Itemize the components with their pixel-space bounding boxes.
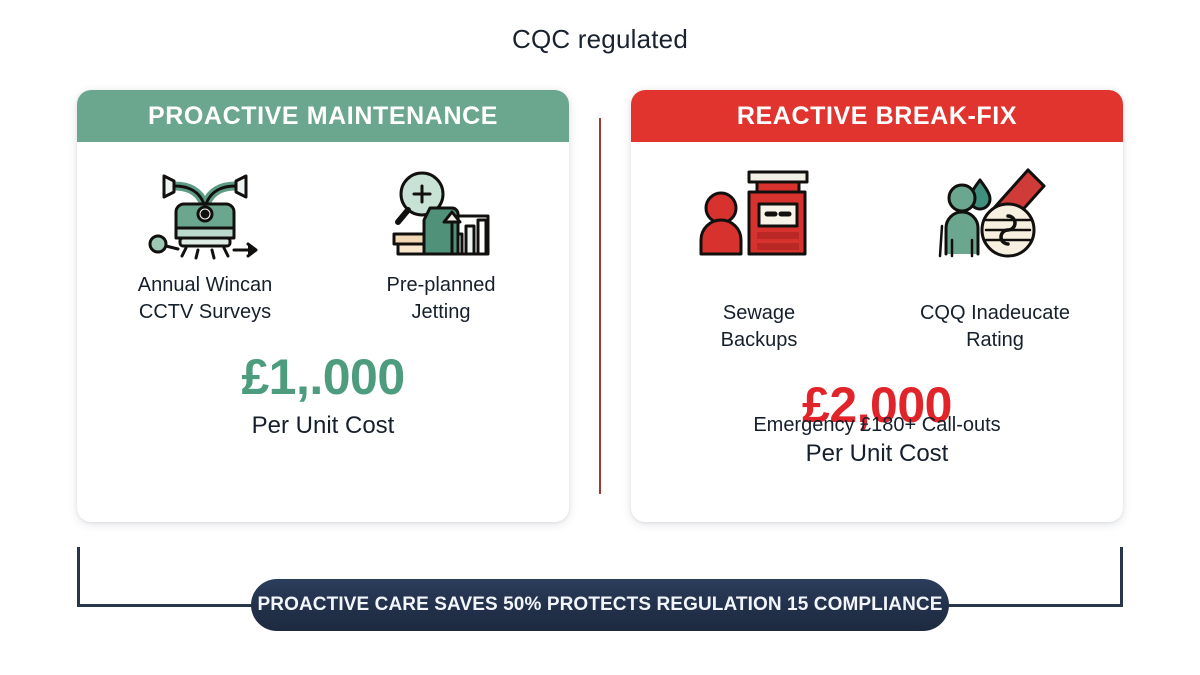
cctv-crawler-icon bbox=[140, 162, 270, 260]
price-proactive: £1,.000 bbox=[241, 349, 405, 405]
card-header-reactive: REACTIVE BREAK-FIX bbox=[631, 90, 1123, 142]
feature-label-pre-planned-jetting: Pre-planned Jetting bbox=[386, 274, 496, 323]
feature-list-reactive: Sewage Backups bbox=[631, 162, 1123, 436]
price-reactive: £2,000 bbox=[802, 377, 952, 433]
proactive-maintenance-card: PROACTIVE MAINTENANCE bbox=[77, 90, 569, 522]
person-machine-icon bbox=[699, 162, 819, 260]
reactive-break-fix-card: REACTIVE BREAK-FIX bbox=[631, 90, 1123, 522]
feature-pre-planned-jetting: Pre-planned Jetting bbox=[346, 162, 536, 326]
card-header-proactive: PROACTIVE MAINTENANCE bbox=[77, 90, 569, 142]
feature-label-cqq-rating: CQQ Inadeucate Rating bbox=[919, 302, 1071, 351]
feature-cqq-rating: CQQ Inadeucate Rating bbox=[900, 162, 1090, 354]
page-title: CQC regulated bbox=[511, 24, 689, 54]
inspector-rating-icon bbox=[936, 162, 1054, 260]
summary-banner: PROACTIVE CARE SAVES 50% PROTECTS REGULA… bbox=[251, 579, 949, 631]
price-sub-proactive: Per Unit Cost bbox=[251, 412, 395, 439]
feature-label-sewage-backups: Sewage Backups bbox=[720, 302, 798, 351]
feature-label-cctv-surveys: Annual Wincan CCTV Surveys bbox=[137, 274, 273, 323]
feature-cctv-surveys: Annual Wincan CCTV Surveys bbox=[110, 162, 300, 326]
emergency-callouts-caption: Emergency £180+ Call-outs bbox=[753, 414, 1001, 436]
magnifier-chart-icon bbox=[386, 162, 496, 260]
feature-list-proactive: Annual Wincan CCTV Surveys bbox=[77, 162, 569, 326]
price-sub-reactive: Per Unit Cost bbox=[805, 440, 949, 467]
center-divider bbox=[599, 118, 601, 494]
card-body-proactive: Annual Wincan CCTV Surveys bbox=[77, 142, 569, 440]
feature-sewage-backups: Sewage Backups bbox=[664, 162, 854, 354]
card-body-reactive: Sewage Backups bbox=[631, 142, 1123, 468]
